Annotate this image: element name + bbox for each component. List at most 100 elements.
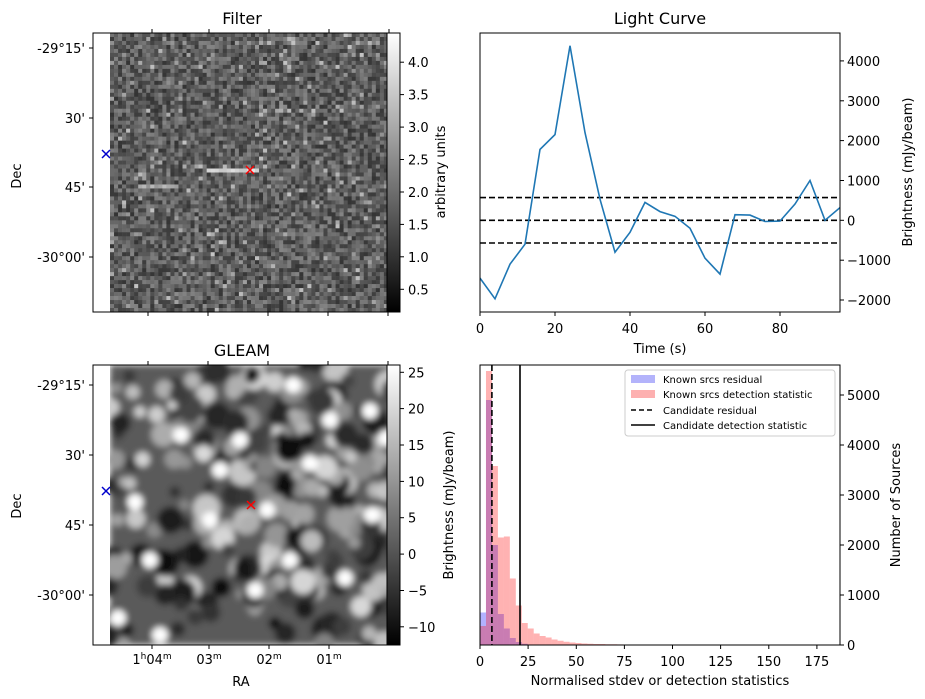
filter-ytick-label: -30°00' bbox=[37, 251, 85, 266]
gleam-y-ticks bbox=[89, 384, 93, 596]
x-tick-label: 20 bbox=[547, 322, 564, 337]
colorbar-tick-label: 4.0 bbox=[408, 56, 429, 71]
gleam-title: GLEAM bbox=[214, 341, 270, 360]
histogram-panel: 0 25 50 75 100 125 150 175 0 1000 2000 3000 4000 500… bbox=[476, 364, 904, 689]
detection-bar bbox=[515, 605, 522, 645]
y-tick-label: −2000 bbox=[847, 294, 891, 309]
gleam-ytick-label: 30' bbox=[65, 449, 85, 464]
detection-bar bbox=[497, 537, 504, 645]
colorbar-tick-label: 2.5 bbox=[408, 154, 429, 169]
colorbar-tick-label: 3.5 bbox=[408, 89, 429, 104]
filter-ytick-label: -29°15' bbox=[37, 42, 85, 57]
residual-bar bbox=[497, 614, 504, 645]
light-curve-xlabel: Time (s) bbox=[633, 342, 687, 357]
y-tick-label: 2000 bbox=[847, 539, 880, 554]
gleam-image-blank bbox=[93, 365, 110, 645]
detection-bar bbox=[509, 578, 516, 645]
colorbar-tick-label: −10 bbox=[408, 621, 435, 636]
colorbar-tick-label: 2.0 bbox=[408, 186, 429, 201]
colorbar-tick-label: 1.5 bbox=[408, 218, 429, 233]
colorbar-tick-label: 5 bbox=[408, 512, 416, 527]
filter-ylabel: Dec bbox=[10, 163, 25, 188]
filter-title: Filter bbox=[222, 9, 262, 28]
light-curve-series-line bbox=[480, 45, 840, 301]
filter-candidate-marker bbox=[245, 165, 255, 175]
gleam-xtick-label: 01m bbox=[316, 652, 341, 668]
gleam-ytick-label: -30°00' bbox=[37, 589, 85, 604]
y-tick-label: 1000 bbox=[847, 589, 880, 604]
colorbar-tick-label: 0 bbox=[408, 548, 416, 563]
colorbar-tick-label: 20 bbox=[408, 403, 425, 418]
filter-colorbar bbox=[386, 32, 401, 313]
y-tick-label: 3000 bbox=[847, 95, 880, 110]
filter-ytick-label: 45' bbox=[65, 181, 85, 196]
legend-label: Known srcs detection statistic bbox=[663, 390, 812, 401]
histogram-y-ticks: 0 1000 2000 3000 4000 5000 bbox=[840, 389, 880, 654]
gleam-candidate-marker bbox=[246, 500, 256, 510]
colorbar-tick-label: 0.5 bbox=[408, 283, 429, 298]
colorbar-tick-label: 10 bbox=[408, 475, 425, 490]
histogram-xlabel: Normalised stdev or detection statistics bbox=[531, 674, 790, 689]
detection-bar bbox=[527, 628, 534, 645]
y-tick-label: 2000 bbox=[847, 135, 880, 150]
filter-source-marker bbox=[101, 149, 111, 159]
detection-bar bbox=[539, 636, 546, 645]
detection-bar bbox=[557, 640, 564, 645]
y-tick-label: 1000 bbox=[847, 175, 880, 190]
filter-panel: Filter -29°15' 30' 45' -30°00' Dec 0.5 1.… bbox=[10, 9, 449, 316]
residual-bar bbox=[503, 628, 510, 645]
gleam-xtick-label: 02m bbox=[256, 652, 281, 668]
y-tick-label: 4000 bbox=[847, 55, 880, 70]
histogram-ylabel: Number of Sources bbox=[889, 443, 904, 568]
y-tick-label: 4000 bbox=[847, 439, 880, 454]
x-tick-label: 60 bbox=[697, 322, 714, 337]
gleam-colorbar-label: Brightness (mJy/beam) bbox=[442, 431, 457, 580]
light-curve-axes-frame bbox=[479, 32, 841, 313]
filter-image-blank bbox=[93, 33, 110, 312]
colorbar-tick-label: −5 bbox=[408, 585, 427, 600]
legend-label: Candidate detection statistic bbox=[663, 421, 807, 432]
gleam-image bbox=[110, 365, 400, 645]
x-tick-label: 0 bbox=[476, 655, 484, 670]
x-tick-label: 125 bbox=[708, 655, 733, 670]
x-tick-label: 40 bbox=[622, 322, 639, 337]
histogram-bars bbox=[480, 371, 839, 645]
x-tick-label: 80 bbox=[772, 322, 789, 337]
light-curve-x-ticks: 0 20 40 60 80 bbox=[476, 312, 788, 337]
residual-bar bbox=[515, 642, 522, 645]
detection-bar bbox=[485, 371, 492, 645]
detection-bar bbox=[569, 642, 576, 645]
residual-bar bbox=[509, 638, 516, 645]
detection-bar bbox=[575, 643, 582, 645]
gleam-ytick-label: -29°15' bbox=[37, 379, 85, 394]
detection-bar bbox=[533, 633, 540, 645]
residual-bar bbox=[521, 643, 528, 645]
filter-ytick-label: 30' bbox=[65, 112, 85, 127]
light-curve-ylabel: Brightness (mJy/beam) bbox=[901, 98, 916, 247]
light-curve-panel: Light Curve 0 20 40 60 80 −2000 −1000 0 1000 200… bbox=[476, 9, 916, 357]
colorbar-tick-label: 25 bbox=[408, 366, 425, 381]
gleam-ylabel: Dec bbox=[10, 493, 25, 518]
detection-bar bbox=[563, 641, 570, 645]
colorbar-tick-label: 3.0 bbox=[408, 121, 429, 136]
y-tick-label: 3000 bbox=[847, 489, 880, 504]
colorbar-tick-label: 15 bbox=[408, 439, 425, 454]
filter-x-ticks bbox=[147, 29, 390, 316]
x-tick-label: 0 bbox=[476, 322, 484, 337]
detection-bar bbox=[551, 639, 558, 645]
gleam-source-marker bbox=[101, 486, 111, 496]
histogram-axes-frame bbox=[479, 364, 841, 646]
detection-bar bbox=[480, 626, 486, 645]
detection-bar bbox=[581, 643, 588, 645]
y-tick-label: 0 bbox=[847, 639, 855, 654]
residual-bar bbox=[485, 400, 492, 645]
x-tick-label: 25 bbox=[520, 655, 537, 670]
filter-colorbar-label: arbitrary units bbox=[434, 125, 449, 218]
x-tick-label: 150 bbox=[756, 655, 781, 670]
histogram-candidate-lines bbox=[491, 365, 521, 645]
detection-bar bbox=[503, 536, 510, 645]
gleam-ytick-label: 45' bbox=[65, 519, 85, 534]
legend-label: Known srcs residual bbox=[663, 375, 762, 386]
light-curve-title: Light Curve bbox=[614, 9, 706, 28]
x-tick-label: 175 bbox=[804, 655, 829, 670]
